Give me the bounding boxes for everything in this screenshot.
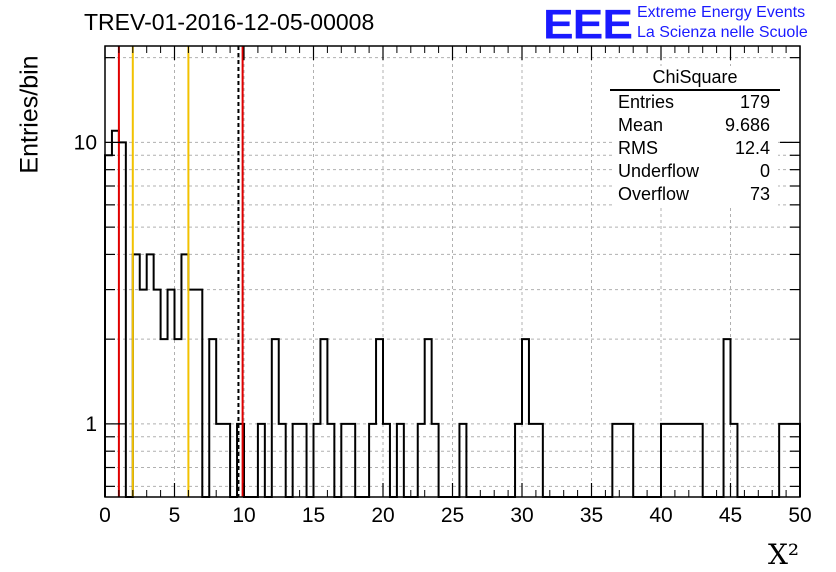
histogram-bin <box>154 290 161 497</box>
x-tick-label: 20 <box>371 504 394 527</box>
stats-row-entries: Entries 179 <box>612 91 778 114</box>
histogram-bin <box>188 290 195 497</box>
x-tick-label: 50 <box>788 504 811 527</box>
histogram-bin <box>119 142 126 497</box>
x-axis-label: X² <box>768 538 800 571</box>
histogram-bin <box>376 339 383 497</box>
histogram-bin <box>425 339 432 497</box>
histogram-bin <box>168 290 175 497</box>
stats-label: RMS <box>618 138 658 158</box>
x-tick-label: 45 <box>719 504 742 527</box>
stats-box: ChiSquare Entries 179 Mean 9.686 RMS 12.… <box>610 66 780 206</box>
histogram-bars <box>104 129 801 498</box>
histogram-bin <box>195 290 202 497</box>
x-tick-label: 15 <box>302 504 325 527</box>
histogram-bin <box>320 339 327 497</box>
histogram-bin <box>140 290 147 497</box>
histogram-bin <box>175 339 182 497</box>
reference-lines <box>117 46 244 497</box>
eee-logo: EEE <box>543 0 633 48</box>
stats-value: 73 <box>749 184 770 204</box>
y-tick-label: 1 <box>85 413 97 436</box>
stats-value: 12.4 <box>734 138 770 158</box>
stats-row-overflow: Overflow 73 <box>612 183 778 206</box>
stats-label: Entries <box>618 92 675 112</box>
stats-label: Underflow <box>618 161 700 181</box>
stats-row-mean: Mean 9.686 <box>612 114 778 137</box>
y-axis-label: Entries/bin <box>15 55 44 174</box>
stats-value: 9.686 <box>724 115 770 135</box>
plot-title: TREV-01-2016-12-05-00008 <box>84 9 375 35</box>
logo-text-line1: Extreme Energy Events <box>637 4 806 21</box>
tick-labels: 0 5 10 15 20 25 30 35 40 45 50 1 10 <box>74 131 812 527</box>
x-tick-label: 35 <box>580 504 603 527</box>
stats-row-underflow: Underflow 0 <box>612 160 778 183</box>
y-tick-label: 10 <box>74 131 97 154</box>
grid-lines <box>105 46 800 497</box>
histogram-bin <box>147 254 154 497</box>
histogram-bin <box>105 155 112 497</box>
stats-row-rms: RMS 12.4 <box>612 137 778 160</box>
histogram-bin <box>209 339 216 497</box>
stats-value: 179 <box>739 92 770 112</box>
histogram-bin <box>522 339 529 497</box>
x-tick-label: 25 <box>441 504 464 527</box>
x-tick-label: 40 <box>649 504 672 527</box>
x-tick-label: 30 <box>510 504 533 527</box>
stats-title: ChiSquare <box>610 66 780 91</box>
histogram-bin <box>724 339 731 497</box>
histogram-bin <box>181 254 188 497</box>
histogram-bin <box>161 339 168 497</box>
histogram-outline <box>104 129 801 498</box>
stats-label: Overflow <box>618 184 690 204</box>
histogram-bin <box>133 254 140 497</box>
logo-text-line2: La Scienza nelle Scuole <box>637 24 808 41</box>
histogram-bin <box>272 339 279 497</box>
x-tick-label: 0 <box>99 504 111 527</box>
stats-label: Mean <box>618 115 664 135</box>
stats-value: 0 <box>759 161 770 181</box>
x-tick-label: 5 <box>169 504 181 527</box>
x-tick-label: 10 <box>232 504 255 527</box>
axis-ticks <box>104 46 801 497</box>
